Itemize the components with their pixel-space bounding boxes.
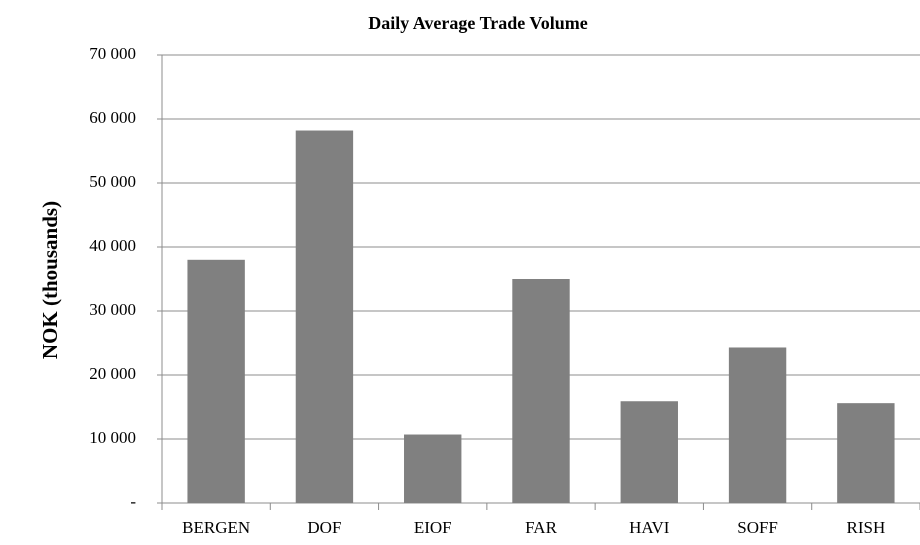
- y-tick-label: 70 000: [89, 44, 136, 63]
- y-tick-label: 30 000: [89, 300, 136, 319]
- y-tick-label: 10 000: [89, 428, 136, 447]
- x-tick-label: EIOF: [414, 518, 452, 537]
- bar: [187, 259, 245, 503]
- x-tick-label: HAVI: [629, 518, 670, 537]
- chart-title: Daily Average Trade Volume: [368, 13, 588, 33]
- x-tick-label: FAR: [525, 518, 557, 537]
- y-tick-label: 20 000: [89, 364, 136, 383]
- y-axis-title: NOK (thousands): [38, 201, 62, 359]
- y-tick-label: 40 000: [89, 236, 136, 255]
- x-tick-label: SOFF: [737, 518, 778, 537]
- x-tick-label: BERGEN: [182, 518, 250, 537]
- y-tick-label: 60 000: [89, 108, 136, 127]
- bar: [728, 347, 787, 503]
- y-tick-label: -: [130, 492, 136, 511]
- bar: [295, 130, 354, 503]
- bar: [620, 401, 678, 503]
- y-tick-label: 50 000: [89, 172, 136, 191]
- x-tick-label: DOF: [307, 518, 341, 537]
- x-tick-label: RISH: [846, 518, 885, 537]
- bar: [404, 434, 462, 503]
- bar: [512, 279, 570, 503]
- bar: [837, 403, 895, 503]
